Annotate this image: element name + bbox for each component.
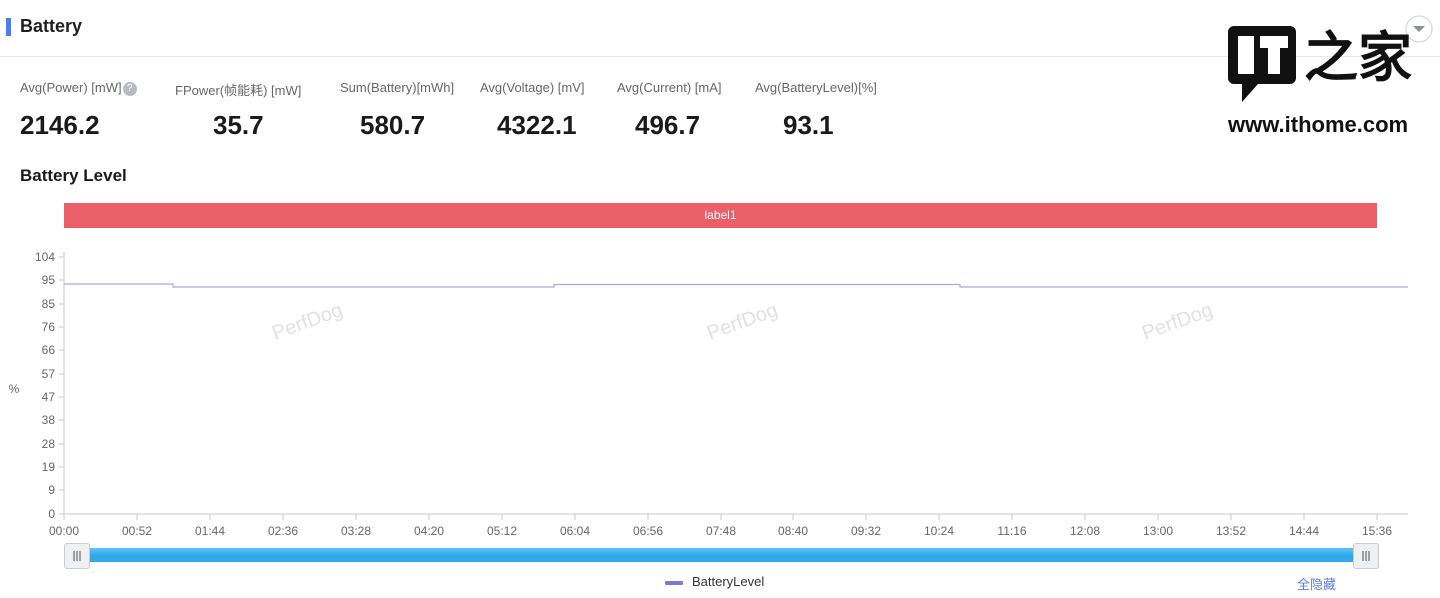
svg-text:11:16: 11:16 bbox=[997, 524, 1026, 538]
svg-text:57: 57 bbox=[42, 367, 56, 381]
svg-text:13:52: 13:52 bbox=[1216, 524, 1246, 538]
svg-text:09:32: 09:32 bbox=[851, 524, 881, 538]
svg-text:PerfDog: PerfDog bbox=[704, 299, 780, 345]
svg-text:0: 0 bbox=[48, 507, 55, 521]
svg-text:01:44: 01:44 bbox=[195, 524, 225, 538]
svg-text:06:04: 06:04 bbox=[560, 524, 590, 538]
svg-text:14:44: 14:44 bbox=[1289, 524, 1319, 538]
svg-text:19: 19 bbox=[42, 460, 56, 474]
svg-text:PerfDog: PerfDog bbox=[1139, 299, 1215, 345]
svg-text:76: 76 bbox=[42, 320, 56, 334]
svg-text:07:48: 07:48 bbox=[706, 524, 736, 538]
svg-text:95: 95 bbox=[42, 273, 56, 287]
svg-text:00:52: 00:52 bbox=[122, 524, 152, 538]
svg-text:05:12: 05:12 bbox=[487, 524, 517, 538]
svg-text:38: 38 bbox=[42, 413, 56, 427]
svg-text:85: 85 bbox=[42, 297, 56, 311]
svg-text:06:56: 06:56 bbox=[633, 524, 663, 538]
svg-text:47: 47 bbox=[42, 390, 56, 404]
svg-text:15:36: 15:36 bbox=[1362, 524, 1392, 538]
svg-text:12:08: 12:08 bbox=[1070, 524, 1100, 538]
svg-text:104: 104 bbox=[35, 250, 55, 264]
svg-text:00:00: 00:00 bbox=[49, 524, 79, 538]
svg-text:03:28: 03:28 bbox=[341, 524, 371, 538]
svg-text:02:36: 02:36 bbox=[268, 524, 298, 538]
svg-text:%: % bbox=[9, 382, 20, 396]
svg-text:之家: 之家 bbox=[1304, 28, 1412, 88]
svg-text:28: 28 bbox=[42, 437, 56, 451]
svg-text:10:24: 10:24 bbox=[924, 524, 954, 538]
svg-text:66: 66 bbox=[42, 343, 56, 357]
svg-text:PerfDog: PerfDog bbox=[269, 299, 345, 345]
svg-text:04:20: 04:20 bbox=[414, 524, 444, 538]
svg-text:08:40: 08:40 bbox=[778, 524, 808, 538]
svg-text:9: 9 bbox=[48, 483, 55, 497]
svg-text:13:00: 13:00 bbox=[1143, 524, 1173, 538]
